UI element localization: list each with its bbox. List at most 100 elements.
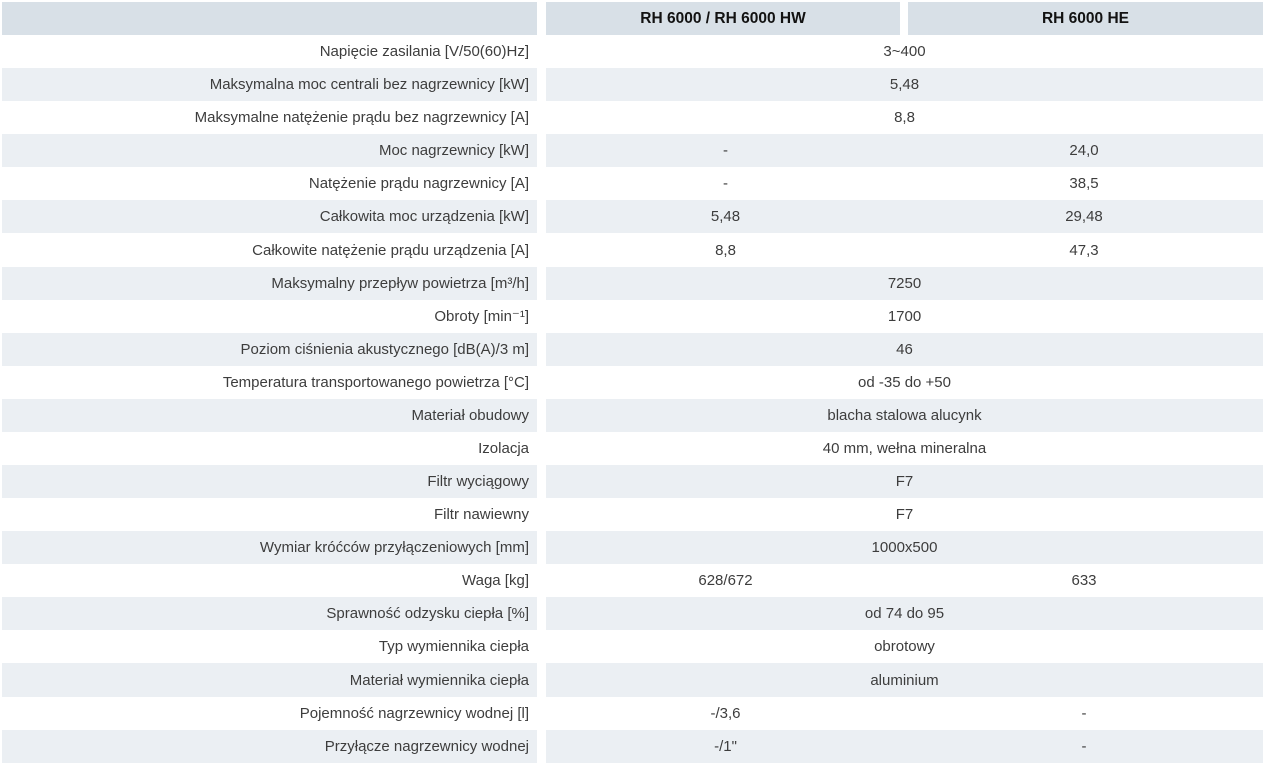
- value-cell-merged: 1000x500: [546, 531, 1263, 565]
- row-label: Maksymalny przepływ powietrza [m³/h]: [2, 266, 537, 300]
- column-header-rh6000-he: RH 6000 HE: [908, 2, 1263, 35]
- row-label: Materiał wymiennika ciepła: [2, 663, 537, 697]
- row-label: Maksymalne natężenie prądu bez nagrzewni…: [2, 101, 537, 135]
- table-row: Maksymalny przepływ powietrza [m³/h] 7250: [2, 266, 1263, 300]
- column-gutter: [537, 597, 546, 631]
- table-row: Pojemność nagrzewnicy wodnej [l] -/3,6-: [2, 696, 1263, 730]
- value-cell-col1: 5,48: [546, 200, 905, 234]
- value-cell-col1: 8,8: [546, 233, 905, 267]
- value-cell-col2: 24,0: [905, 134, 1263, 168]
- value-cell-col2: 633: [905, 564, 1263, 598]
- table-row: Materiał obudowy blacha stalowa alucynk: [2, 398, 1263, 432]
- column-gutter: [537, 630, 546, 664]
- column-gutter: [537, 663, 546, 697]
- row-label: Typ wymiennika ciepła: [2, 630, 537, 664]
- column-gutter: [537, 101, 546, 135]
- column-gutter: [537, 266, 546, 300]
- value-cell-merged: 3~400: [546, 35, 1263, 69]
- table-row: Maksymalne natężenie prądu bez nagrzewni…: [2, 101, 1263, 135]
- column-gutter: [537, 299, 546, 333]
- value-cell-col2: 47,3: [905, 233, 1263, 267]
- table-row: Filtr nawiewny F7: [2, 498, 1263, 532]
- table-row: Obroty [min⁻¹] 1700: [2, 299, 1263, 333]
- column-gutter: [537, 398, 546, 432]
- value-cell-col2: -: [905, 729, 1263, 763]
- value-cell-col1: -/1": [546, 729, 905, 763]
- column-gutter: [537, 465, 546, 499]
- value-cell-col1: -: [546, 134, 905, 168]
- value-cell-merged: obrotowy: [546, 630, 1263, 664]
- column-gutter: [537, 200, 546, 234]
- row-label: Maksymalna moc centrali bez nagrzewnicy …: [2, 68, 537, 102]
- column-gutter: [537, 564, 546, 598]
- row-label: Materiał obudowy: [2, 398, 537, 432]
- column-gutter: [537, 729, 546, 763]
- table-row: Całkowite natężenie prądu urządzenia [A]…: [2, 233, 1263, 267]
- column-gutter: [537, 332, 546, 366]
- row-label: Napięcie zasilania [V/50(60)Hz]: [2, 35, 537, 69]
- table-row: Napięcie zasilania [V/50(60)Hz] 3~400: [2, 35, 1263, 69]
- column-gutter: [537, 431, 546, 466]
- table-row: Maksymalna moc centrali bez nagrzewnicy …: [2, 68, 1263, 102]
- row-label: Obroty [min⁻¹]: [2, 299, 537, 333]
- value-cell-merged: F7: [546, 465, 1263, 499]
- value-cell-col2: 38,5: [905, 167, 1263, 201]
- row-label: Waga [kg]: [2, 564, 537, 598]
- column-gutter: [537, 2, 546, 35]
- table-row: Izolacja 40 mm, wełna mineralna: [2, 431, 1263, 466]
- column-gutter: [537, 531, 546, 565]
- row-label: Całkowite natężenie prądu urządzenia [A]: [2, 233, 537, 267]
- row-label: Filtr wyciągowy: [2, 465, 537, 499]
- value-cell-merged: 46: [546, 332, 1263, 366]
- table-row: Całkowita moc urządzenia [kW] 5,48 29,48: [2, 200, 1263, 234]
- table-row: Temperatura transportowanego powietrza […: [2, 365, 1263, 399]
- table-row: Natężenie prądu nagrzewnicy [A] -38,5: [2, 167, 1263, 201]
- row-label: Izolacja: [2, 431, 537, 466]
- row-label: Temperatura transportowanego powietrza […: [2, 365, 537, 399]
- column-gutter: [537, 167, 546, 201]
- column-gutter: [537, 498, 546, 532]
- table-header-row: RH 6000 / RH 6000 HW RH 6000 HE: [2, 2, 1263, 35]
- row-label: Natężenie prądu nagrzewnicy [A]: [2, 167, 537, 201]
- row-label: Przyłącze nagrzewnicy wodnej: [2, 729, 537, 763]
- value-cell-merged: blacha stalowa alucynk: [546, 398, 1263, 432]
- column-gutter: [537, 35, 546, 69]
- row-label: Sprawność odzysku ciepła [%]: [2, 597, 537, 631]
- header-empty-cell: [2, 2, 537, 35]
- value-cell-col1: -/3,6: [546, 696, 905, 730]
- table-row: Typ wymiennika ciepła obrotowy: [2, 630, 1263, 664]
- value-cell-merged: 1700: [546, 299, 1263, 333]
- row-label: Filtr nawiewny: [2, 498, 537, 532]
- row-label: Całkowita moc urządzenia [kW]: [2, 200, 537, 234]
- column-gutter: [537, 233, 546, 267]
- table-body: Napięcie zasilania [V/50(60)Hz] 3~400 Maks…: [2, 35, 1263, 763]
- row-label: Moc nagrzewnicy [kW]: [2, 134, 537, 168]
- table-row: Sprawność odzysku ciepła [%] od 74 do 95: [2, 597, 1263, 631]
- table-row: Materiał wymiennika ciepła aluminium: [2, 663, 1263, 697]
- value-cell-merged: od 74 do 95: [546, 597, 1263, 631]
- row-label: Poziom ciśnienia akustycznego [dB(A)/3 m…: [2, 332, 537, 366]
- table-row: Przyłącze nagrzewnicy wodnej -/1" -: [2, 729, 1263, 763]
- column-gutter: [537, 365, 546, 399]
- value-cell-merged: 8,8: [546, 101, 1263, 135]
- table-row: Poziom ciśnienia akustycznego [dB(A)/3 m…: [2, 332, 1263, 366]
- row-label: Pojemność nagrzewnicy wodnej [l]: [2, 696, 537, 730]
- value-cell-merged: aluminium: [546, 663, 1263, 697]
- row-label: Wymiar króćców przyłączeniowych [mm]: [2, 531, 537, 565]
- column-gutter: [900, 2, 908, 35]
- value-cell-col1: -: [546, 167, 905, 201]
- value-cell-col1: 628/672: [546, 564, 905, 598]
- value-cell-col2: 29,48: [905, 200, 1263, 234]
- table-row: Moc nagrzewnicy [kW] -24,0: [2, 134, 1263, 168]
- column-header-rh6000-hw: RH 6000 / RH 6000 HW: [546, 2, 900, 35]
- column-gutter: [537, 134, 546, 168]
- column-gutter: [537, 68, 546, 102]
- column-gutter: [537, 696, 546, 730]
- value-cell-merged: 5,48: [546, 68, 1263, 102]
- table-row: Waga [kg] 628/672 633: [2, 564, 1263, 598]
- value-cell-merged: 7250: [546, 266, 1263, 300]
- value-cell-col2: -: [905, 696, 1263, 730]
- value-cell-merged: 40 mm, wełna mineralna: [546, 431, 1263, 466]
- value-cell-merged: od -35 do +50: [546, 365, 1263, 399]
